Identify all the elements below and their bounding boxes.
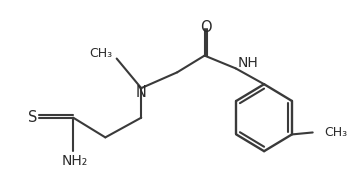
Text: CH₃: CH₃ [89,47,112,60]
Text: S: S [28,110,37,125]
Text: CH₃: CH₃ [324,126,347,139]
Text: O: O [200,20,211,35]
Text: N: N [136,84,147,100]
Text: NH: NH [238,56,258,70]
Text: NH₂: NH₂ [62,154,88,168]
